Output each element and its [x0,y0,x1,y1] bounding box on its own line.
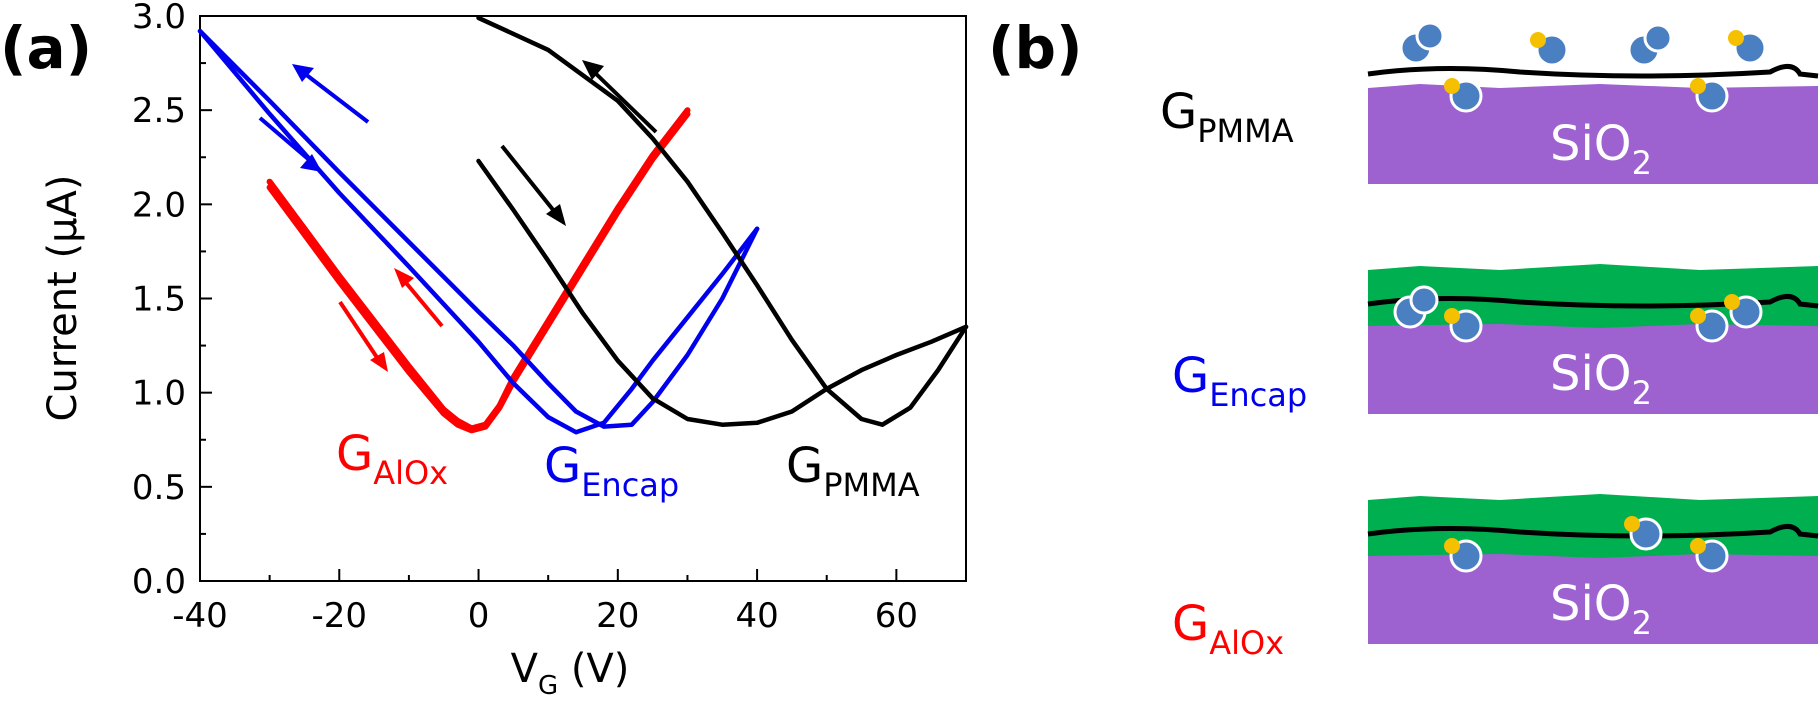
y-tick-label: 2.5 [132,91,186,131]
adsorbate-molecule [1409,285,1439,315]
schematic-row-alox: SiO2 [1367,494,1819,644]
series-line-alox-sweep-2 [266,110,691,434]
adsorbate-atom [1690,538,1706,554]
adsorbate-atom [1444,308,1460,324]
graphene-layer [1367,524,1819,539]
curves [197,15,969,435]
x-tick-label: -40 [172,596,228,636]
adsorbate-atom [1530,32,1546,48]
series-line-pmma-sweep-2 [476,15,969,427]
series-label-encap: GEncap [544,438,679,504]
schematic-row-pmma: SiO2 [1367,21,1819,184]
y-tick-label: 0.5 [132,468,186,508]
x-tick-label: -20 [311,596,367,636]
series-line-encap-sweep-2 [197,28,760,429]
adsorbate-atom [1624,516,1640,532]
schematic-row-encap: SiO2 [1367,264,1819,414]
adsorbate-molecule [1643,23,1673,53]
x-tick-label: 0 [468,596,490,636]
graphene-layer [1367,294,1819,309]
pmma-arrow-down [500,144,566,226]
adsorbate-atom [1724,294,1740,310]
y-tick-label: 1.0 [132,374,186,414]
adsorbate-atom [1444,78,1460,94]
y-tick-label: 1.5 [132,280,186,320]
encap-arrow-up [292,64,370,124]
series-label-alox: GAlOx [336,426,448,492]
row-label-encap: GEncap [1172,348,1307,414]
alox-arrow-up [394,268,444,328]
adsorbate-atom [1444,538,1460,554]
row-label-alox: GAlOx [1172,596,1284,662]
y-tick-label: 3.0 [132,0,186,37]
adsorbate-molecule [1415,21,1445,51]
adsorbate-atom [1728,30,1744,46]
encapsulation-layer [1368,494,1818,558]
graphene-layer [1367,64,1819,79]
schematic-panel: SiO2 GPMMA SiO2 GEncap SiO2 GAlOx [1160,21,1819,662]
x-tick-label: 60 [875,596,918,636]
series-label-pmma: GPMMA [786,438,920,504]
adsorbate-atom [1690,78,1706,94]
substrate-label: SiO2 [1550,116,1652,182]
y-tick-label: 2.0 [132,185,186,225]
iv-chart: 0.0 0.5 1.0 1.5 2.0 2.5 3.0 -40 -20 0 20 40 60 [40,0,969,701]
panel-label-b: (b) [988,14,1083,82]
x-tick-label: 20 [596,596,639,636]
panel-label-a: (a) [0,14,92,82]
pmma-arrow-up [582,60,658,134]
series-line-encap-sweep-1 [197,28,760,435]
series-line-pmma-sweep-1 [476,158,969,427]
substrate-label: SiO2 [1550,346,1652,412]
encap-arrow-down [258,116,322,172]
y-axis-label: Current (µA) [40,175,86,422]
x-axis-label: VG (V) [511,646,630,701]
y-tick-label: 0.0 [132,562,186,602]
adsorbate-atom [1690,308,1706,324]
sweep-arrows [258,60,658,372]
x-axis: -40 -20 0 20 40 60 [172,569,967,636]
alox-arrow-down [338,300,388,372]
substrate-label: SiO2 [1550,576,1652,642]
y-axis: 0.0 0.5 1.0 1.5 2.0 2.5 3.0 [132,0,212,602]
x-tick-label: 40 [735,596,778,636]
row-label-pmma: GPMMA [1160,84,1294,150]
